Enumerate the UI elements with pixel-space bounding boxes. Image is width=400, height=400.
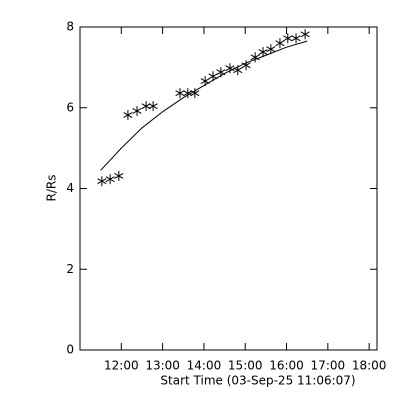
asterisk-stroke (132, 108, 142, 114)
asterisk-point (190, 88, 200, 99)
asterisk-stroke (225, 65, 235, 72)
asterisk-stroke (141, 103, 151, 110)
asterisk-stroke (208, 73, 218, 80)
asterisk-stroke (266, 46, 276, 53)
asterisk-point (175, 88, 185, 99)
asterisk-stroke (190, 90, 200, 97)
y-tick-label: 2 (66, 262, 74, 276)
asterisk-point (208, 71, 218, 82)
asterisk-point (266, 44, 276, 55)
asterisk-point (275, 38, 285, 49)
y-tick-label: 0 (66, 343, 74, 357)
asterisk-stroke (233, 67, 243, 74)
x-tick-label: 15:00 (228, 359, 263, 373)
y-tick-label: 6 (66, 100, 74, 114)
asterisk-point (183, 88, 193, 99)
asterisk-point (141, 101, 151, 112)
y-tick-label: 8 (66, 20, 74, 34)
asterisk-stroke (241, 62, 251, 69)
asterisk-stroke (114, 173, 124, 179)
x-axis-label: Start Time (03-Sep-25 11:06:07) (160, 374, 355, 388)
asterisk-stroke (250, 54, 260, 61)
asterisk-stroke (275, 40, 285, 47)
asterisk-stroke (175, 90, 185, 97)
asterisk-point (132, 105, 142, 116)
asterisk-point (148, 101, 158, 112)
asterisk-point (250, 52, 260, 63)
asterisk-stroke (105, 176, 115, 183)
fit-line (100, 40, 308, 171)
y-axis-label: R/Rs (45, 175, 59, 202)
x-tick-label: 16:00 (269, 359, 304, 373)
asterisk-stroke (216, 69, 226, 76)
asterisk-point (123, 110, 133, 121)
x-tick-label: 18:00 (352, 359, 387, 373)
asterisk-stroke (258, 49, 268, 55)
asterisk-stroke (123, 112, 133, 118)
asterisk-point (97, 176, 107, 187)
asterisk-point (258, 47, 268, 58)
asterisk-point (291, 33, 301, 44)
asterisk-point (241, 60, 251, 71)
x-tick-label: 14:00 (187, 359, 222, 373)
asterisk-stroke (300, 31, 310, 38)
asterisk-stroke (200, 78, 210, 85)
asterisk-stroke (183, 90, 193, 97)
plot-frame (79, 26, 378, 351)
asterisk-stroke (291, 35, 301, 42)
x-tick-label: 13:00 (145, 359, 180, 373)
x-tick-label: 12:00 (104, 359, 139, 373)
asterisk-point (114, 170, 124, 181)
asterisk-point (105, 174, 115, 185)
asterisk-point (300, 29, 310, 40)
asterisk-stroke (283, 35, 293, 42)
asterisk-point (283, 33, 293, 44)
y-tick-label: 4 (66, 181, 74, 195)
x-tick-label: 17:00 (311, 359, 346, 373)
asterisk-stroke (148, 103, 158, 110)
asterisk-point (225, 63, 235, 74)
asterisk-stroke (97, 178, 107, 185)
